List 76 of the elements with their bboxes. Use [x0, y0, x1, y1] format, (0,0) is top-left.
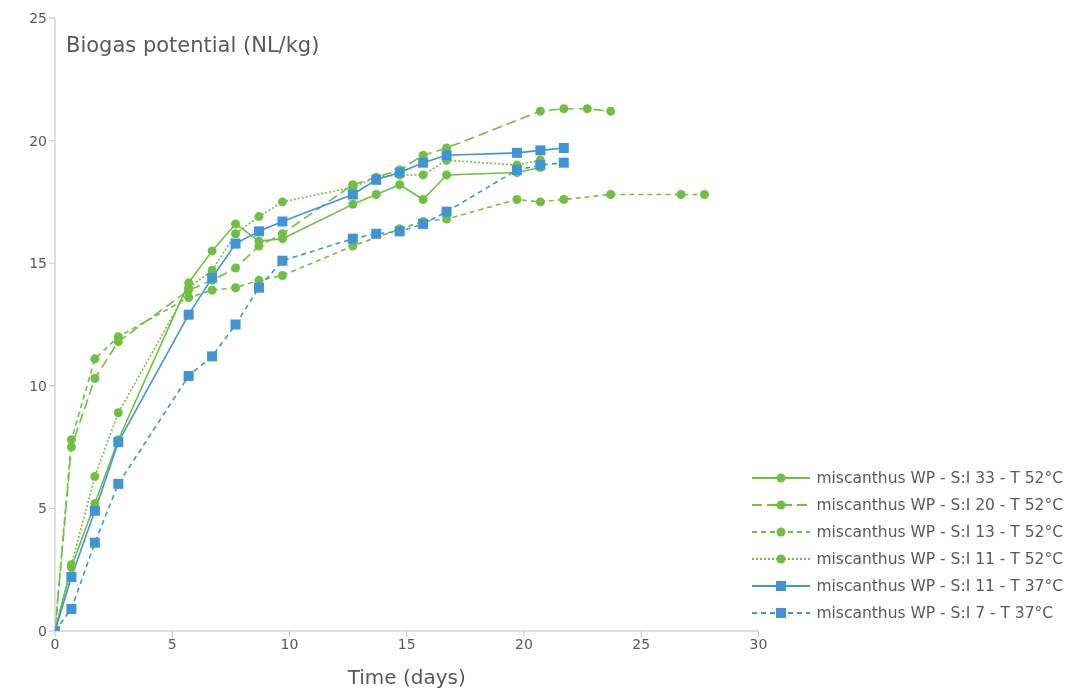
x-tick-label: 20: [515, 635, 533, 652]
x-tick-label: 30: [749, 635, 768, 652]
point: [676, 190, 686, 200]
point: [606, 106, 616, 116]
point: [90, 472, 100, 482]
point: [207, 351, 218, 362]
point: [512, 194, 522, 204]
x-tick-label: 25: [632, 635, 651, 652]
point: [89, 505, 100, 516]
point: [582, 104, 592, 114]
point: [253, 226, 264, 237]
point: [535, 106, 545, 116]
point: [113, 408, 123, 418]
point: [442, 170, 452, 180]
point: [371, 190, 381, 200]
point: [231, 219, 241, 229]
point: [89, 537, 100, 548]
point: [699, 190, 709, 200]
point: [347, 233, 358, 244]
point: [277, 255, 288, 266]
x-tick-label: 0: [50, 635, 60, 652]
point: [277, 270, 287, 280]
point: [441, 150, 452, 161]
point: [535, 145, 546, 156]
x-axis-title: Time (days): [346, 665, 466, 689]
point: [207, 285, 217, 295]
point: [230, 238, 241, 249]
point: [277, 197, 287, 207]
point: [558, 157, 569, 168]
point: [183, 370, 194, 381]
point: [277, 216, 288, 227]
point: [535, 197, 545, 207]
point: [231, 283, 241, 293]
point: [606, 190, 616, 200]
x-tick-label: 10: [280, 635, 299, 652]
legend-label: miscanthus WP - S:I 11 - T 37°C: [816, 576, 1063, 595]
legend-label: miscanthus WP - S:I 20 - T 52°C: [816, 495, 1063, 514]
point: [347, 189, 358, 200]
point: [66, 572, 77, 583]
point: [66, 603, 77, 614]
point: [231, 263, 241, 273]
x-tick-label: 15: [397, 635, 416, 652]
legend-label: miscanthus WP - S:I 11 - T 52°C: [816, 549, 1063, 568]
y-tick-label: 10: [29, 377, 47, 394]
point: [418, 194, 428, 204]
point: [559, 194, 569, 204]
y-tick-label: 0: [38, 622, 47, 639]
point: [90, 354, 100, 364]
point: [559, 104, 569, 114]
y-tick-label: 20: [29, 132, 47, 149]
point: [113, 478, 124, 489]
point: [184, 293, 194, 303]
point: [558, 142, 569, 153]
point: [418, 157, 429, 168]
point: [207, 246, 217, 256]
point: [395, 180, 405, 190]
point: [230, 319, 241, 330]
point: [66, 435, 76, 445]
point: [183, 309, 194, 320]
point: [90, 373, 100, 383]
point: [254, 212, 264, 222]
legend-label: miscanthus WP - S:I 13 - T 52°C: [816, 522, 1063, 541]
legend-label: miscanthus WP - S:I 7 - T 37°C: [816, 603, 1054, 622]
y-tick-label: 25: [29, 9, 47, 26]
point: [418, 170, 428, 180]
point: [441, 206, 452, 217]
legend-label: miscanthus WP - S:I 33 - T 52°C: [816, 468, 1063, 487]
point: [511, 147, 522, 158]
point: [348, 199, 358, 209]
point: [371, 228, 382, 239]
point: [253, 282, 264, 293]
x-tick-label: 5: [167, 635, 177, 652]
y-axis-title: Biogas potential (NL/kg): [66, 33, 320, 57]
point: [231, 229, 241, 239]
y-tick-label: 5: [38, 500, 47, 517]
y-tick-label: 15: [29, 255, 47, 272]
